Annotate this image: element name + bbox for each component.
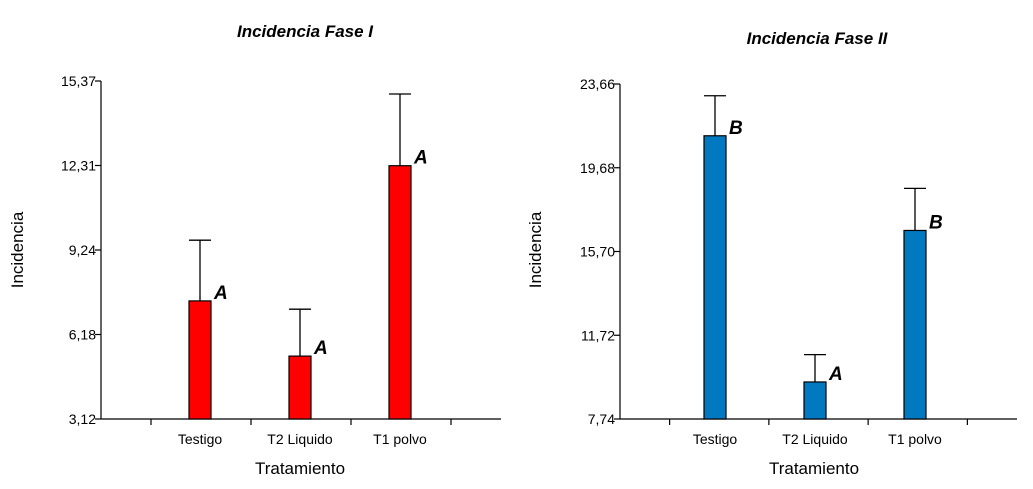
y-tick-label: 12,31: [61, 158, 96, 174]
x-tick-label: T2 Liquido: [267, 431, 333, 447]
y-axis-label: Incidencia: [526, 211, 545, 288]
x-tick-label: T1 polvo: [373, 431, 427, 447]
y-tick-label: 7,74: [588, 411, 615, 427]
y-tick-label: 11,72: [581, 327, 615, 343]
significance-letter: B: [929, 212, 943, 233]
x-axis-label: Tratamiento: [255, 459, 345, 478]
bar: [188, 300, 212, 420]
y-tick-label: 23,66: [580, 76, 615, 92]
x-tick-label: T2 Liquido: [782, 431, 848, 447]
y-tick-label: 19,68: [580, 160, 615, 176]
y-axis-label: Incidencia: [8, 211, 27, 288]
chart-fase-2: Incidencia Fase II Incidencia Tratamient…: [526, 29, 1017, 478]
significance-letter: A: [313, 338, 328, 359]
y-tick-label: 9,24: [69, 242, 96, 258]
significance-letter: B: [729, 118, 743, 139]
y-tick-label: 15,70: [580, 244, 615, 260]
significance-letter: A: [413, 148, 428, 169]
bar: [803, 381, 827, 420]
chart-fase-1: Incidencia Fase I Incidencia Tratamiento…: [8, 22, 501, 478]
y-tick-label: 3,12: [69, 411, 96, 427]
x-tick-label: Testigo: [178, 431, 223, 447]
x-tick-label: Testigo: [693, 431, 738, 447]
bar: [703, 135, 727, 420]
chart-title: Incidencia Fase I: [237, 22, 374, 41]
x-axis-label: Tratamiento: [769, 459, 859, 478]
significance-letter: A: [213, 283, 228, 304]
y-tick-label: 15,37: [61, 73, 96, 89]
bar: [388, 165, 412, 420]
bar: [903, 229, 927, 420]
x-tick-label: T1 polvo: [888, 431, 942, 447]
y-tick-label: 6,18: [69, 327, 96, 343]
chart-title: Incidencia Fase II: [747, 29, 889, 48]
bar: [288, 355, 312, 420]
significance-letter: A: [828, 364, 843, 385]
